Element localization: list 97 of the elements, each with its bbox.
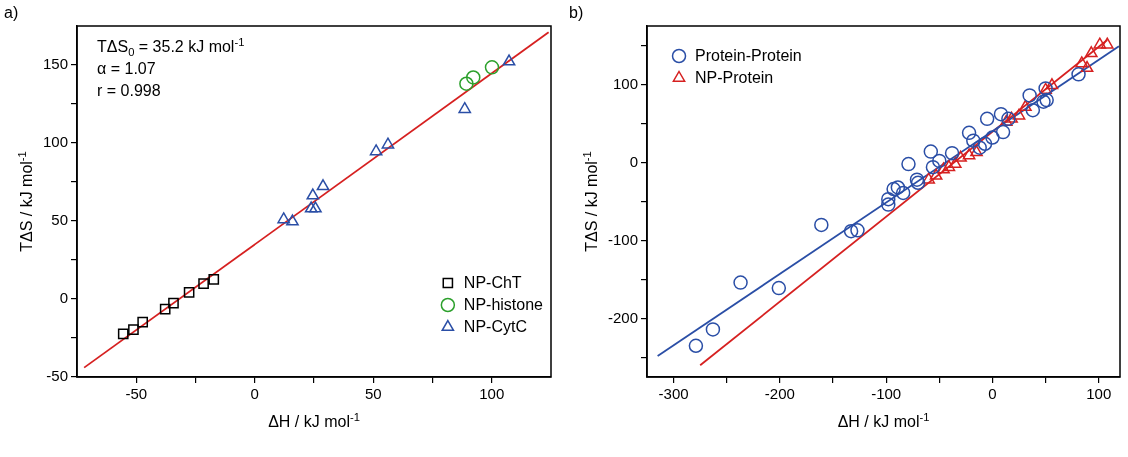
point: [985, 130, 1000, 145]
point: [925, 159, 941, 175]
point: [1005, 111, 1018, 123]
point: [962, 148, 976, 160]
point: [459, 76, 474, 91]
point: [843, 223, 859, 239]
x-tick-label: -200: [764, 385, 795, 403]
y-axis-title: TΔS / kJ mol-1: [580, 151, 600, 252]
point: [1084, 46, 1098, 58]
x-tick-label: 0: [988, 385, 997, 403]
point: [484, 60, 500, 75]
point: [1093, 37, 1107, 49]
point: [995, 124, 1011, 140]
point: [954, 150, 967, 162]
y-tick-label: 50: [51, 211, 69, 229]
point: [771, 280, 787, 296]
point: [1025, 102, 1041, 118]
point: [1071, 67, 1086, 82]
legend-label: Protein-Protein: [695, 47, 802, 65]
point: [502, 54, 516, 66]
point: [937, 162, 950, 174]
point: [1045, 78, 1059, 90]
point: [922, 172, 936, 184]
chart-title: a): [4, 4, 19, 21]
point: [901, 156, 916, 172]
point: [306, 188, 320, 200]
y-tick-label: -200: [607, 308, 639, 326]
point: [1100, 37, 1114, 49]
point: [948, 156, 962, 169]
point: [458, 101, 472, 114]
point: [705, 322, 721, 337]
legend-label: NP-Protein: [695, 69, 774, 87]
point: [895, 185, 911, 201]
y-tick-label: 0: [629, 152, 639, 170]
point: [733, 275, 748, 290]
point: [929, 168, 943, 180]
point: [309, 201, 322, 213]
point: [1019, 99, 1032, 112]
point: [886, 181, 901, 197]
point: [277, 212, 291, 224]
point: [972, 140, 987, 155]
point: [881, 191, 896, 207]
y-tick-label: -100: [607, 230, 639, 248]
legend-label: NP-CytC: [463, 318, 527, 336]
point: [688, 338, 704, 354]
x-tick-label: 0: [250, 385, 259, 403]
legend-label: NP-ChT: [463, 274, 522, 292]
point: [944, 145, 960, 161]
point: [850, 223, 865, 238]
point: [198, 278, 209, 290]
point: [923, 144, 939, 159]
legend-label: NP-histone: [463, 296, 544, 314]
point: [910, 175, 926, 191]
x-tick-label: 100: [1086, 385, 1112, 403]
x-tick-label: 100: [479, 385, 505, 403]
y-tick-label: -50: [46, 367, 69, 385]
point: [961, 125, 977, 141]
point: [1012, 108, 1026, 120]
point: [183, 286, 195, 298]
point: [286, 214, 299, 226]
point: [1075, 56, 1089, 68]
y-tick-label: 100: [43, 133, 69, 151]
point: [942, 159, 956, 172]
annotation: r = 0.998: [97, 82, 161, 99]
point: [168, 297, 179, 309]
point: [932, 153, 947, 169]
point: [1080, 60, 1094, 73]
point: [466, 70, 481, 85]
point: [890, 180, 906, 195]
point: [369, 144, 383, 156]
point: [316, 179, 330, 191]
point: [117, 328, 129, 340]
point: [208, 274, 220, 285]
y-tick-label: 0: [59, 289, 69, 307]
point: [977, 136, 993, 152]
point: [814, 217, 829, 233]
y-tick-label: 150: [43, 55, 69, 73]
chart-title: b): [569, 4, 584, 21]
point: [993, 106, 1009, 122]
x-tick-label: -300: [658, 385, 689, 403]
x-tick-label: -50: [125, 385, 148, 403]
annotation: α = 1.07: [97, 60, 156, 77]
y-axis-title: TΔS / kJ mol-1: [15, 151, 35, 252]
point: [381, 137, 395, 149]
x-tick-label: 50: [364, 385, 382, 403]
point: [966, 133, 981, 148]
point: [881, 197, 896, 212]
point: [1022, 88, 1037, 103]
point: [970, 145, 983, 157]
point: [909, 172, 925, 187]
point: [159, 303, 171, 315]
point: [304, 201, 318, 213]
point: [137, 316, 149, 328]
point: [128, 324, 139, 335]
x-tick-label: -100: [871, 385, 902, 403]
point: [979, 111, 995, 127]
y-tick-label: 100: [612, 74, 639, 92]
